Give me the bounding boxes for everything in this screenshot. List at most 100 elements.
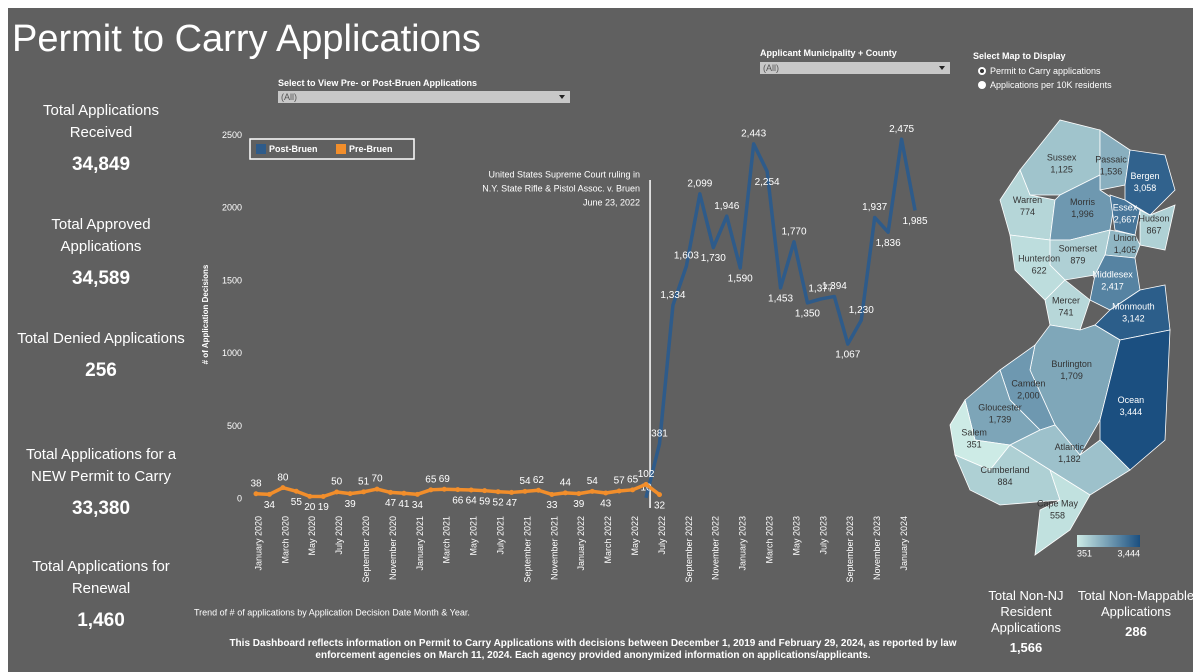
county-value: 3,444: [1120, 407, 1143, 417]
county-value: 879: [1070, 255, 1085, 265]
county-value: 741: [1058, 307, 1073, 317]
radio[interactable]: Permit to Carry applications: [978, 66, 1112, 76]
x-tick-label: November 2021: [549, 516, 559, 580]
data-label: 38: [250, 478, 262, 489]
county: [1034, 469, 1091, 556]
point: [535, 487, 541, 493]
point: [307, 493, 313, 499]
data-label: 50: [331, 477, 343, 488]
x-tick-label: January 2021: [415, 516, 425, 571]
kpi-value: 34,849: [71, 154, 131, 175]
y-tick-label: 500: [227, 421, 242, 431]
kpi: Total Approved Applications 34,589: [13, 214, 189, 290]
county-value: 774: [1020, 207, 1035, 217]
annotation: June 23, 2022: [583, 197, 640, 207]
point: [509, 489, 515, 495]
point: [388, 489, 393, 495]
county-name: Morris: [1070, 197, 1095, 207]
y-tick-label: 2000: [222, 203, 242, 213]
county-value: 351: [967, 440, 982, 450]
x-tick-label: May 2020: [307, 516, 317, 556]
point: [589, 488, 595, 494]
data-label: 1,985: [903, 216, 928, 227]
data-label: 33: [546, 500, 558, 511]
x-tick-label: July 2023: [818, 516, 828, 555]
point: [280, 485, 286, 491]
dropdown[interactable]: (All): [278, 91, 570, 103]
data-label: 1,836: [876, 238, 901, 249]
county-name: Bergen: [1130, 171, 1159, 181]
county-value: 1,125: [1050, 165, 1073, 175]
county-name: Gloucester: [978, 403, 1022, 413]
county-name: Cape May: [1037, 498, 1079, 508]
data-label: 381: [651, 428, 668, 439]
county-name: Mercer: [1052, 295, 1080, 305]
county: [1109, 194, 1141, 236]
x-tick-label: September 2023: [845, 516, 855, 583]
data-label: 62: [533, 475, 545, 486]
county-name: Union: [1113, 233, 1137, 243]
point: [428, 487, 434, 493]
data-label: 43: [600, 499, 612, 510]
radio[interactable]: Applications per 10K residents: [978, 80, 1112, 90]
x-tick-label: May 2021: [469, 516, 479, 556]
kpi-value: 1,460: [77, 610, 125, 631]
dashboard: 0 500 1000 1500 2000 2500 # of Application Dec…: [8, 8, 1193, 672]
kpi: Total Applications for Renewal 1,460: [13, 556, 189, 632]
county-value: 3,058: [1134, 183, 1157, 193]
data-label: 65: [425, 474, 437, 485]
data-label: 1,377: [808, 284, 833, 295]
dropdown[interactable]: (All): [760, 62, 950, 74]
legend-label: Pre-Bruen: [349, 144, 393, 154]
data-label: 47: [385, 498, 397, 509]
x-tick-label: November 2020: [388, 516, 398, 580]
county-name: Middlesex: [1092, 270, 1133, 280]
data-label: 32: [654, 500, 666, 511]
kpi-value: 286: [1125, 624, 1147, 639]
county-value: 1,739: [989, 415, 1012, 425]
county-value: 2,667: [1114, 214, 1137, 224]
x-tick-label: May 2023: [791, 516, 801, 556]
kpi-label: Total Denied Applications: [17, 330, 185, 347]
point: [495, 489, 501, 495]
county-value: 558: [1050, 510, 1065, 520]
data-label: 10: [640, 482, 652, 493]
county-name: Warren: [1013, 195, 1042, 205]
data-label: 2,254: [755, 177, 780, 188]
point: [401, 490, 407, 496]
data-label: 69: [439, 474, 451, 485]
county-name: Essex: [1113, 202, 1138, 212]
data-label: 1,067: [835, 350, 860, 361]
point: [603, 490, 609, 496]
x-tick-label: November 2022: [711, 516, 721, 580]
title: Permit to Carry Applications: [12, 18, 481, 60]
caption: Trend of # of applications by Applicatio…: [194, 607, 470, 617]
x-tick-label: July 2022: [657, 516, 667, 555]
kpi-value: 33,380: [71, 498, 131, 519]
data-label: 41: [398, 499, 410, 510]
county-name: Monmouth: [1112, 302, 1155, 312]
data-label: 59: [479, 496, 491, 507]
data-label: 57: [614, 476, 626, 487]
data-label: 51: [358, 476, 370, 487]
county-name: Ocean: [1118, 395, 1145, 405]
point: [549, 491, 555, 497]
filter-label: Select Map to Display: [973, 51, 1066, 61]
data-label: 55: [291, 497, 303, 508]
color-legend-label: 351: [1077, 548, 1092, 558]
x-tick-label: January 2023: [738, 516, 748, 571]
kpi-value: 1,566: [1009, 640, 1043, 655]
county: [1099, 129, 1131, 191]
kpi-label: Total Non-Mappable Applications: [1077, 588, 1193, 619]
data-label: 54: [587, 476, 599, 487]
point: [576, 491, 582, 497]
point: [616, 488, 622, 494]
point: [293, 488, 299, 494]
x-tick-label: January 2022: [576, 516, 586, 571]
kpi-label: Total Applications Received: [43, 102, 159, 141]
data-label: 1,334: [660, 290, 685, 301]
county-value: 3,142: [1122, 314, 1145, 324]
annotation: United States Supreme Court ruling in: [488, 169, 640, 179]
data-label: 66: [452, 495, 464, 506]
x-tick-label: September 2022: [684, 516, 694, 583]
